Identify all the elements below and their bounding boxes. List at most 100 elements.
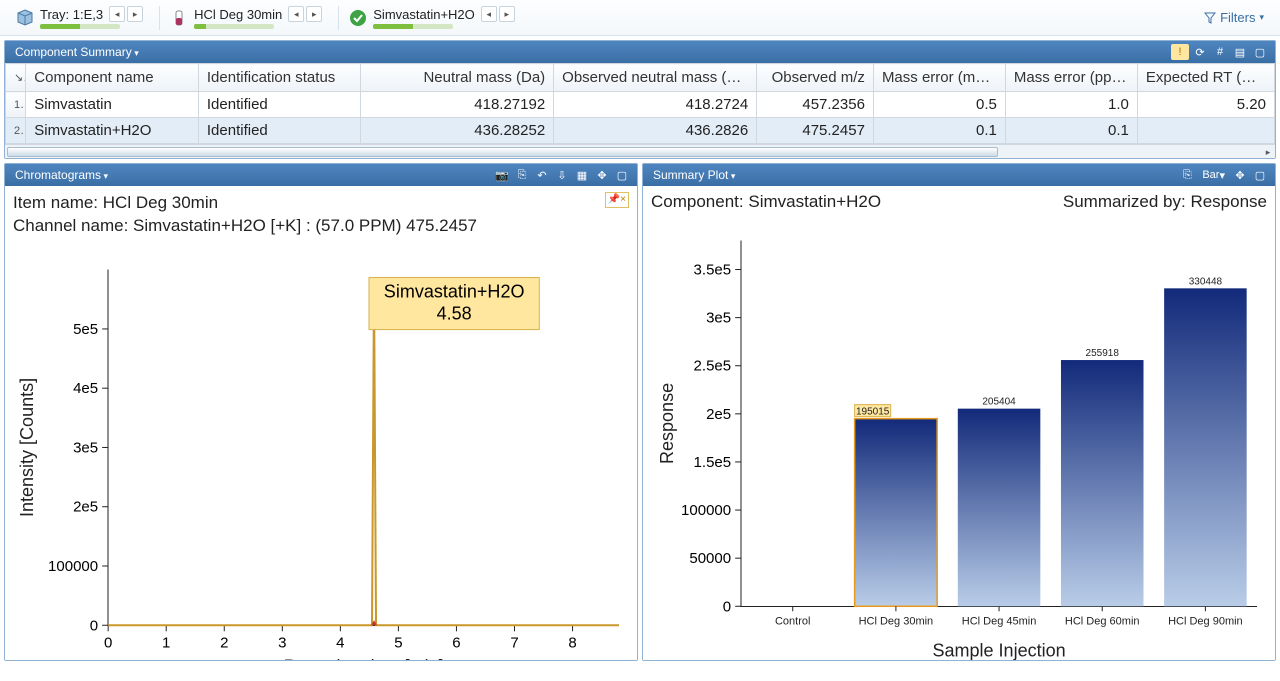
svg-text:255918: 255918 [1086,348,1120,359]
next-button[interactable]: ▸ [127,6,143,22]
bar-2[interactable]: 205404HCl Deg 45min [958,397,1041,628]
col-name[interactable]: Component name [26,64,199,92]
bar-3[interactable]: 255918HCl Deg 60min [1061,348,1144,627]
svg-text:4: 4 [336,634,344,651]
copy-icon[interactable]: ⎘ [513,167,531,183]
cell-ert [1137,118,1274,144]
breadcrumb-label: Tray: 1:E,3 [40,7,103,22]
col-nmass[interactable]: Neutral mass (Da) [361,64,554,92]
cell-obsN: 418.2724 [554,92,757,118]
cell-eppm: 1.0 [1005,92,1137,118]
cell-nmass: 436.28252 [361,118,554,144]
next-button[interactable]: ▸ [306,6,322,22]
progress-bar [40,24,120,29]
vial-icon [170,9,188,27]
component-summary-header: Component Summary ! ⟳ # ▤ ▢ [5,41,1275,63]
svg-text:6: 6 [452,634,460,651]
maximize-icon[interactable]: ▢ [613,167,631,183]
breadcrumb-label: HCl Deg 30min [194,7,282,22]
col-ert[interactable]: Expected RT (min) [1137,64,1274,92]
cell-ert: 5.20 [1137,92,1274,118]
funnel-icon [1204,12,1216,24]
component-summary-panel: Component Summary ! ⟳ # ▤ ▢ ↘Component n… [4,40,1276,159]
bar-0[interactable]: Control [775,606,810,627]
expand-icon[interactable]: ▢ [1251,44,1269,60]
next-button[interactable]: ▸ [499,6,515,22]
channel-name: Simvastatin+H2O [+K] : (57.0 PPM) 475.24… [133,216,477,235]
cell-nmass: 418.27192 [361,92,554,118]
summarized-label: Summarized by: [1063,192,1186,211]
progress-bar [373,24,453,29]
table-row[interactable]: 1SimvastatinIdentified418.27192418.27244… [6,92,1275,118]
component-summary-title[interactable]: Component Summary [11,43,147,61]
summary-plot-header: Summary Plot ⎘ Bar ▾ ✥ ▢ [643,164,1275,186]
svg-text:1: 1 [162,634,170,651]
cell-obsN: 436.2826 [554,118,757,144]
horizontal-scrollbar[interactable]: ◂ ▸ [5,144,1275,158]
item-name: HCl Deg 30min [103,193,218,212]
svg-text:Simvastatin+H2O: Simvastatin+H2O [384,281,525,301]
component-summary-table-wrap: ↘Component nameIdentification statusNeut… [5,63,1275,158]
summary-plot-title[interactable]: Summary Plot [649,166,743,184]
svg-text:4.58: 4.58 [437,303,472,323]
bar-4[interactable]: 330448HCl Deg 90min [1164,276,1247,627]
move-icon[interactable]: ✥ [1231,167,1249,183]
progress-bar [194,24,274,29]
refresh-icon[interactable]: ⟳ [1191,44,1209,60]
row-number-header[interactable]: ↘ [6,64,26,92]
filters-button[interactable]: Filters ▾ [1196,8,1272,27]
export-icon[interactable]: ⇩ [553,167,571,183]
undo-icon[interactable]: ↶ [533,167,551,183]
svg-text:3: 3 [278,634,286,651]
copy-icon[interactable]: ⎘ [1178,167,1196,183]
alert-icon[interactable]: ! [1171,44,1189,60]
summary-plot-body: Component: Simvastatin+H2O Summarized by… [643,186,1275,660]
prev-button[interactable]: ◂ [109,6,125,22]
col-mz[interactable]: Observed m/z [757,64,874,92]
summarized-by: Response [1190,192,1267,211]
component-name: Simvastatin+H2O [748,192,881,211]
prev-button[interactable]: ◂ [481,6,497,22]
table-row[interactable]: 2Simvastatin+H2OIdentified436.28252436.2… [6,118,1275,144]
breadcrumb-host: Tray: 1:E,3◂▸HCl Deg 30min◂▸Simvastatin+… [8,4,529,31]
summary-plot-chart[interactable]: 0500001000001.5e52e52.5e53e53.5e5Control… [651,214,1267,660]
chromatogram-chart[interactable]: 01234567801000002e53e54e55e5Simvastatin+… [13,238,629,660]
svg-text:100000: 100000 [48,558,98,575]
summary-plot-pane: Summary Plot ⎘ Bar ▾ ✥ ▢ Component: Simv… [642,163,1276,661]
col-emda[interactable]: Mass error (mDa) [873,64,1005,92]
scroll-thumb[interactable] [7,147,998,157]
svg-text:HCl Deg 30min: HCl Deg 30min [859,615,934,627]
svg-text:330448: 330448 [1189,276,1223,287]
svg-text:50000: 50000 [689,550,731,567]
cell-status: Identified [198,92,360,118]
camera-icon[interactable]: 📷 [493,167,511,183]
bar-mode-button[interactable]: Bar ▾ [1198,167,1229,183]
breadcrumb-bar: Tray: 1:E,3◂▸HCl Deg 30min◂▸Simvastatin+… [0,0,1280,36]
bar-1[interactable]: 195015HCl Deg 30min [855,405,938,628]
ok-icon [349,9,367,27]
svg-text:0: 0 [104,634,112,651]
cell-mz: 475.2457 [757,118,874,144]
pin-icon[interactable]: 📌× [605,192,629,208]
row-number: 2 [6,118,26,144]
svg-text:2: 2 [220,634,228,651]
svg-text:2e5: 2e5 [73,499,98,516]
chromatogram-info: 📌× Item name: HCl Deg 30min Channel name… [13,192,629,238]
col-obsN[interactable]: Observed neutral mass (Da) [554,64,757,92]
chromatogram-title[interactable]: Chromatograms [11,166,116,184]
col-status[interactable]: Identification status [198,64,360,92]
svg-text:2e5: 2e5 [706,406,731,423]
move-icon[interactable]: ✥ [593,167,611,183]
columns-icon[interactable]: ▤ [1231,44,1249,60]
svg-text:3e5: 3e5 [706,310,731,327]
svg-text:3e5: 3e5 [73,439,98,456]
svg-text:Intensity [Counts]: Intensity [Counts] [17,378,37,517]
component-label: Component: [651,192,744,211]
scroll-right-icon[interactable]: ▸ [1261,145,1275,159]
table-icon[interactable]: ▦ [573,167,591,183]
prev-button[interactable]: ◂ [288,6,304,22]
maximize-icon[interactable]: ▢ [1251,167,1269,183]
grid-icon[interactable]: # [1211,44,1229,60]
row-number: 1 [6,92,26,118]
col-eppm[interactable]: Mass error (ppm) [1005,64,1137,92]
